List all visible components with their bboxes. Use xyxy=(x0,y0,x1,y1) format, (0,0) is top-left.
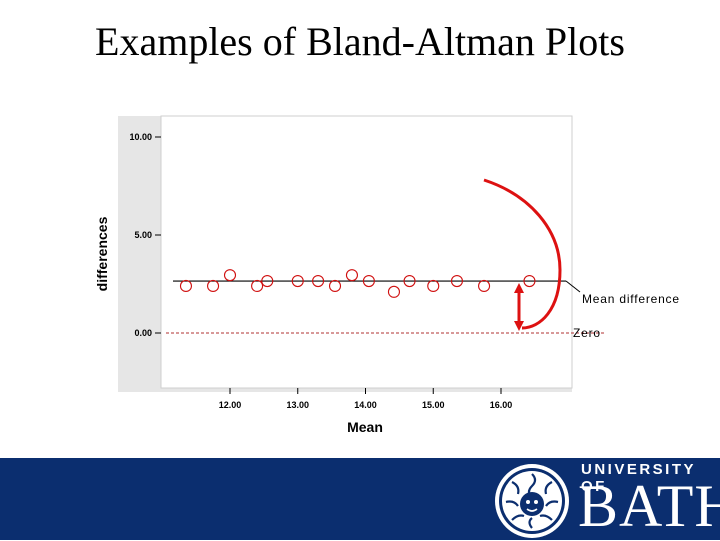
data-point xyxy=(261,275,274,288)
y-tick-label: 5.00 xyxy=(134,230,152,240)
data-point xyxy=(362,275,375,288)
data-point xyxy=(223,269,237,282)
zero-label: Zero xyxy=(573,326,601,340)
mean-difference-label: Mean difference xyxy=(582,292,680,306)
data-point xyxy=(179,279,193,293)
sun-face-emblem-icon xyxy=(495,464,569,538)
data-point xyxy=(251,279,264,293)
data-point xyxy=(478,279,491,293)
x-tick-label: 12.00 xyxy=(219,400,242,410)
x-tick-label: 14.00 xyxy=(354,400,377,410)
x-tick-label: 16.00 xyxy=(490,400,513,410)
data-point xyxy=(312,275,325,288)
data-point xyxy=(403,275,416,288)
x-tick-label: 15.00 xyxy=(422,400,445,410)
axes: 0.00 5.00 10.00 12.00 13.00 14.00 15.00 16.00 Me… xyxy=(94,132,512,435)
plot-area xyxy=(160,115,573,389)
x-axis-title: Mean xyxy=(347,419,383,435)
y-tick-label: 0.00 xyxy=(134,328,152,338)
data-point xyxy=(345,269,359,282)
data-point xyxy=(207,279,220,293)
data-point xyxy=(291,275,304,288)
data-points xyxy=(179,269,536,298)
reference-lines xyxy=(166,280,605,334)
curved-arrow-shaft xyxy=(483,178,562,330)
data-point xyxy=(328,279,342,293)
bland-altman-chart: 0.00 5.00 10.00 12.00 13.00 14.00 15.00 16.00 Me… xyxy=(94,115,680,435)
footer-band xyxy=(0,458,720,540)
arrow-head-down xyxy=(514,321,524,331)
annotation: Mean difference Zero xyxy=(483,178,680,340)
y-tick-label: 10.00 xyxy=(129,132,152,142)
slide-title: Examples of Bland-Altman Plots xyxy=(95,19,625,64)
data-point xyxy=(387,285,401,298)
x-tick-label: 13.00 xyxy=(286,400,309,410)
arrow-head-up xyxy=(514,283,524,293)
data-point xyxy=(450,275,464,288)
data-point xyxy=(427,279,440,293)
logo-bath-text: BATH xyxy=(578,473,720,539)
mean-leader-line xyxy=(565,280,581,293)
data-point xyxy=(523,275,536,288)
logo-university-text: UNIVERSITY OF xyxy=(581,461,696,495)
y-axis-title: differences xyxy=(94,216,110,291)
